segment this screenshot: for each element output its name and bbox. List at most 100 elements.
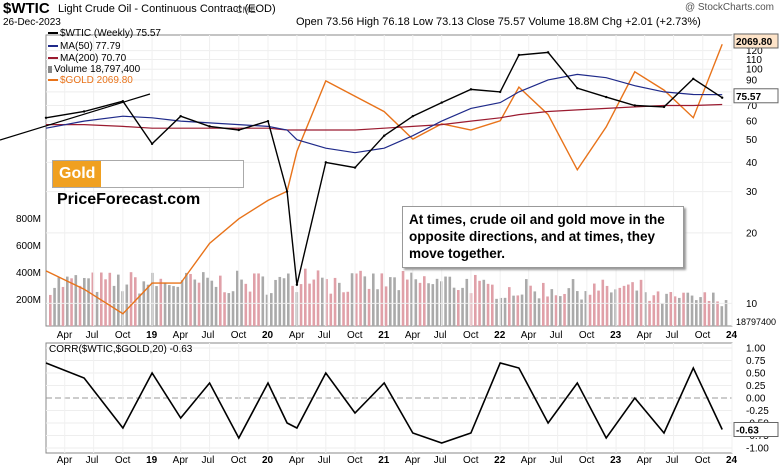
oil-point <box>150 142 154 146</box>
volume-bar <box>384 286 388 326</box>
volume-bar <box>712 292 715 326</box>
volume-bar <box>423 276 426 326</box>
oil-point <box>179 114 182 118</box>
volume-bar <box>350 273 354 326</box>
volume-bar <box>240 279 243 326</box>
volume-tick-label: 400M <box>16 268 41 279</box>
legend-gold-swatch <box>48 79 58 82</box>
legend-volume-swatch <box>48 65 52 73</box>
volume-tick-label: 800M <box>16 214 41 225</box>
corr-tick-label: -1.00 <box>746 444 769 455</box>
x-tick-label: 22 <box>494 330 506 341</box>
volume-bar <box>614 289 617 326</box>
price-tick-label: 40 <box>746 158 758 169</box>
corr-last-tag: -0.63 <box>736 426 759 437</box>
corr-indicator-label: CORR($WTIC,$GOLD,20) -0.63 <box>49 344 193 355</box>
volume-bar <box>529 285 532 326</box>
corr-last-tag-box <box>733 422 779 437</box>
volume-bar <box>508 287 511 326</box>
volume-bar <box>176 286 180 326</box>
legend-ma50-label: MA(50) 77.79 <box>60 41 121 52</box>
instrument-name: Light Crude Oil - Continuous Contract (E… <box>58 3 276 15</box>
volume-bar <box>550 289 554 326</box>
volume-bar <box>159 278 163 326</box>
volume-bar <box>53 287 56 326</box>
x-tick-label: Jul <box>86 330 99 341</box>
volume-bar <box>389 277 392 326</box>
x-tick-label-bottom: Apr <box>173 455 189 465</box>
volume-bar <box>427 283 430 326</box>
volume-bar <box>78 285 82 326</box>
x-tick-label: Jul <box>434 330 447 341</box>
volume-bar <box>546 296 549 326</box>
volume-bar <box>223 292 226 326</box>
volume-bar <box>652 295 656 326</box>
legend-oil-label: $WTIC (Weekly) 75.57 <box>60 28 161 39</box>
volume-bar <box>486 283 490 326</box>
oil-point <box>517 53 521 57</box>
annotation-box: At times, crude oil and gold move in the… <box>402 206 684 268</box>
volume-bar <box>397 290 401 326</box>
volume-bar <box>457 290 460 326</box>
x-tick-label: Oct <box>463 330 479 341</box>
volume-bar <box>95 291 99 326</box>
volume-bar <box>355 273 358 326</box>
x-tick-label: Oct <box>231 330 247 341</box>
x-tick-label: Apr <box>57 330 73 341</box>
volume-bar <box>495 298 498 326</box>
volume-bar <box>231 291 235 326</box>
volume-bar <box>193 279 197 326</box>
ticker-symbol: $WTIC <box>3 0 50 17</box>
credit-label: @ StockCharts.com <box>684 2 774 13</box>
x-tick-label: 24 <box>726 330 738 341</box>
volume-bar <box>270 293 273 326</box>
volume-bar <box>525 279 528 326</box>
volume-bar <box>627 284 630 326</box>
volume-bar <box>703 292 707 326</box>
volume-bar <box>452 287 456 326</box>
x-tick-label: Oct <box>695 330 711 341</box>
volume-bar <box>321 277 324 326</box>
oil-point <box>546 51 550 54</box>
volume-tick-label: 200M <box>16 295 41 306</box>
volume-bar <box>308 283 311 326</box>
volume-bar <box>665 293 668 326</box>
volume-bar <box>580 299 583 326</box>
volume-bar <box>108 272 112 326</box>
x-tick-label: Jul <box>666 330 679 341</box>
oil-point <box>440 101 443 104</box>
price-tick-label: 70 <box>746 101 758 112</box>
volume-bar <box>155 286 158 326</box>
legend-ma50-swatch <box>48 45 58 48</box>
volume-bar <box>278 276 282 326</box>
volume-bar <box>512 295 515 326</box>
volume-bar <box>448 276 452 326</box>
volume-bar <box>257 273 260 326</box>
x-tick-label-bottom: Apr <box>57 455 73 465</box>
volume-bar <box>699 297 702 326</box>
volume-bar <box>185 272 188 326</box>
volume-bar <box>49 294 52 326</box>
volume-bar <box>87 278 90 326</box>
x-tick-label-bottom: 23 <box>610 455 622 465</box>
volume-bar <box>695 300 698 326</box>
volume-bar <box>584 291 588 326</box>
legend-ma50: MA(50) 77.79 <box>48 41 121 52</box>
volume-bar <box>435 278 439 326</box>
x-tick-label: 21 <box>378 330 390 341</box>
volume-bar <box>414 279 418 326</box>
oil-point <box>605 95 608 99</box>
volume-bar <box>673 296 677 326</box>
correlation-line <box>45 362 723 444</box>
x-tick-label-bottom: 20 <box>262 455 274 465</box>
price-tick-label: 10 <box>746 299 758 310</box>
x-tick-label: Oct <box>347 330 363 341</box>
volume-bar <box>236 270 239 326</box>
volume-bar <box>83 277 86 326</box>
x-tick-label: Apr <box>637 330 653 341</box>
x-tick-label: Apr <box>521 330 537 341</box>
volume-bar <box>418 282 422 326</box>
x-tick-label: 19 <box>146 330 158 341</box>
volume-bar <box>282 278 286 326</box>
volume-bar <box>537 298 541 326</box>
